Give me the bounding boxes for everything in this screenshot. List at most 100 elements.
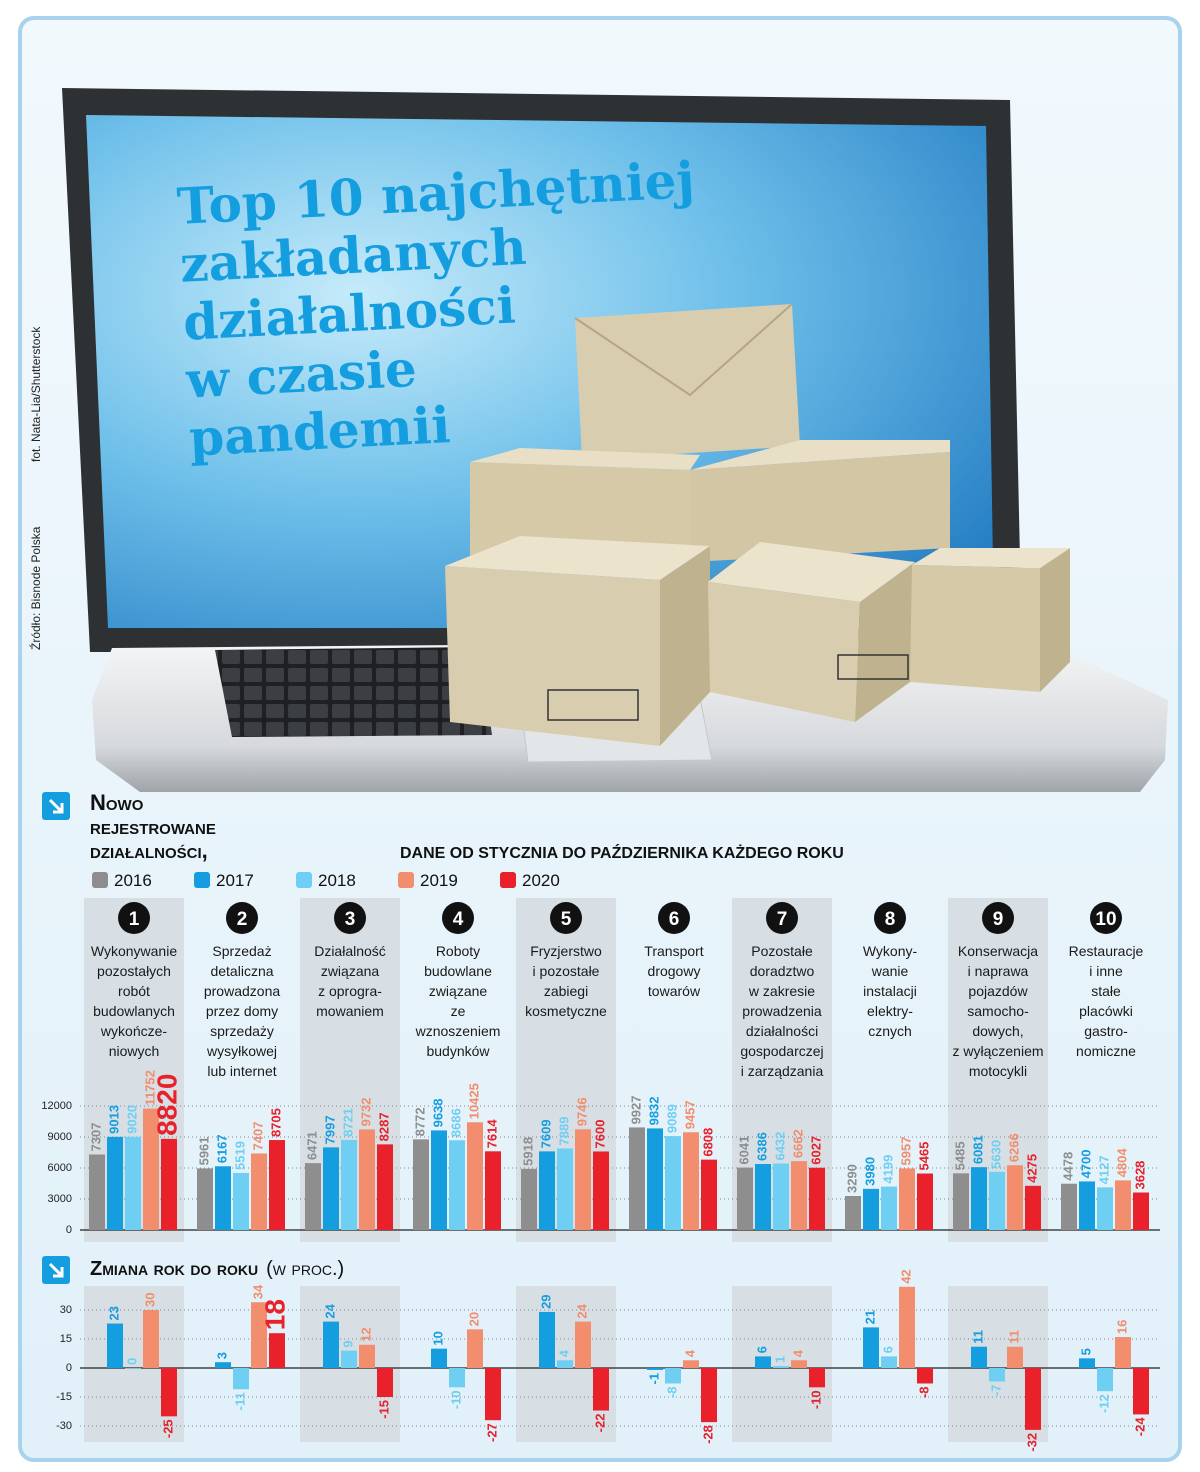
bar: [701, 1159, 717, 1230]
bar: [89, 1154, 105, 1230]
bar: [233, 1368, 249, 1390]
bar: [431, 1130, 447, 1230]
bar: [269, 1140, 285, 1230]
rank-badge: [766, 902, 798, 934]
value-label: 4: [790, 1349, 805, 1357]
value-label: 4275: [1024, 1154, 1039, 1183]
bar: [197, 1168, 213, 1230]
rank-number: 1: [129, 909, 140, 930]
value-label: 4: [682, 1349, 697, 1357]
value-label: 9457: [682, 1100, 697, 1129]
bar: [1097, 1187, 1113, 1230]
bar: [593, 1151, 609, 1230]
bar: [377, 1144, 393, 1230]
bar: [467, 1122, 483, 1230]
y-tick-label: 3000: [48, 1193, 72, 1205]
value-label: 6: [880, 1346, 895, 1353]
legend-label: 2016: [114, 871, 152, 890]
value-label: -25: [160, 1419, 175, 1438]
bar: [449, 1140, 465, 1230]
bar: [881, 1186, 897, 1230]
bar: [485, 1151, 501, 1230]
value-label: 7614: [484, 1119, 499, 1149]
value-label: 6081: [970, 1135, 985, 1164]
value-label: 0: [124, 1358, 139, 1365]
bar: [917, 1173, 933, 1230]
category-label: Konserwacja i naprawa pojazdów samocho-dowy…: [952, 943, 1043, 1079]
bar: [1115, 1180, 1131, 1230]
value-label: 9927: [628, 1095, 643, 1124]
value-label: 12: [358, 1327, 373, 1341]
bar: [233, 1172, 249, 1230]
rank-number: 7: [777, 909, 788, 930]
value-label: 34: [250, 1284, 265, 1299]
bar: [809, 1368, 825, 1388]
bar: [791, 1360, 807, 1368]
bar: [143, 1108, 159, 1230]
value-label: 24: [322, 1303, 337, 1318]
value-label: 4199: [880, 1155, 895, 1184]
bar: [647, 1128, 663, 1230]
bar: [755, 1164, 771, 1230]
value-label: 5961: [196, 1136, 211, 1165]
bar: [521, 1168, 537, 1230]
rank-number: 5: [561, 909, 572, 930]
rank-badge: [118, 902, 150, 934]
y-tick-label: 0: [66, 1224, 72, 1236]
value-label: 9020: [124, 1105, 139, 1134]
rank-number: 9: [993, 909, 1004, 930]
bar: [575, 1321, 591, 1368]
value-label: 1: [772, 1356, 787, 1363]
rank-badge: [1090, 902, 1122, 934]
bar: [755, 1356, 771, 1368]
rank-number: 6: [669, 909, 680, 930]
y-tick-label: 15: [60, 1333, 72, 1345]
bar: [125, 1368, 141, 1369]
bar: [629, 1127, 645, 1230]
value-label: -10: [808, 1390, 823, 1409]
legend-swatch: [500, 872, 516, 888]
bar: [1115, 1337, 1131, 1368]
bar: [1079, 1358, 1095, 1368]
value-label: 6041: [736, 1136, 751, 1165]
bar: [143, 1310, 159, 1368]
value-label: 5918: [520, 1137, 535, 1166]
legend-label: 2017: [216, 871, 254, 890]
value-label: 7609: [538, 1119, 553, 1148]
value-label: 6027: [808, 1136, 823, 1165]
value-label: -22: [592, 1414, 607, 1433]
y-tick-label: 9000: [48, 1131, 72, 1143]
bar: [773, 1366, 789, 1368]
bar: [341, 1139, 357, 1230]
legend-label: 2018: [318, 871, 356, 890]
y-tick-label: -30: [56, 1420, 72, 1432]
value-label: -27: [484, 1423, 499, 1442]
chart-2-title: Zmiana rok do roku: [90, 1258, 258, 1280]
bar: [323, 1321, 339, 1368]
photo-credit: fot. Nata-Lia/Shutterstock: [29, 326, 43, 462]
legend-label: 2019: [420, 871, 458, 890]
value-label: 5519: [232, 1141, 247, 1170]
value-label: 6662: [790, 1129, 805, 1158]
chart-1-title: Nowo rejestrowane działalności,: [90, 790, 216, 863]
bar: [539, 1151, 555, 1230]
legend-swatch: [194, 872, 210, 888]
bar: [1079, 1181, 1095, 1230]
value-label: 3980: [862, 1157, 877, 1186]
bar: [971, 1167, 987, 1230]
category-label: Wykonywanie pozostałych robót budowlanych wy…: [91, 943, 177, 1059]
value-label: 8686: [448, 1108, 463, 1137]
value-label: 16: [1114, 1320, 1129, 1334]
bar: [107, 1323, 123, 1368]
bar: [1097, 1368, 1113, 1392]
bar: [647, 1368, 663, 1370]
value-label: 8772: [412, 1107, 427, 1136]
y-tick-label: 30: [60, 1304, 72, 1316]
value-label: 10425: [466, 1083, 481, 1119]
value-label: 8820: [151, 1074, 182, 1136]
bar: [269, 1333, 285, 1368]
value-label: 4478: [1060, 1152, 1075, 1181]
bar: [989, 1368, 1005, 1382]
value-label: 7600: [592, 1120, 607, 1149]
bar: [305, 1163, 321, 1230]
